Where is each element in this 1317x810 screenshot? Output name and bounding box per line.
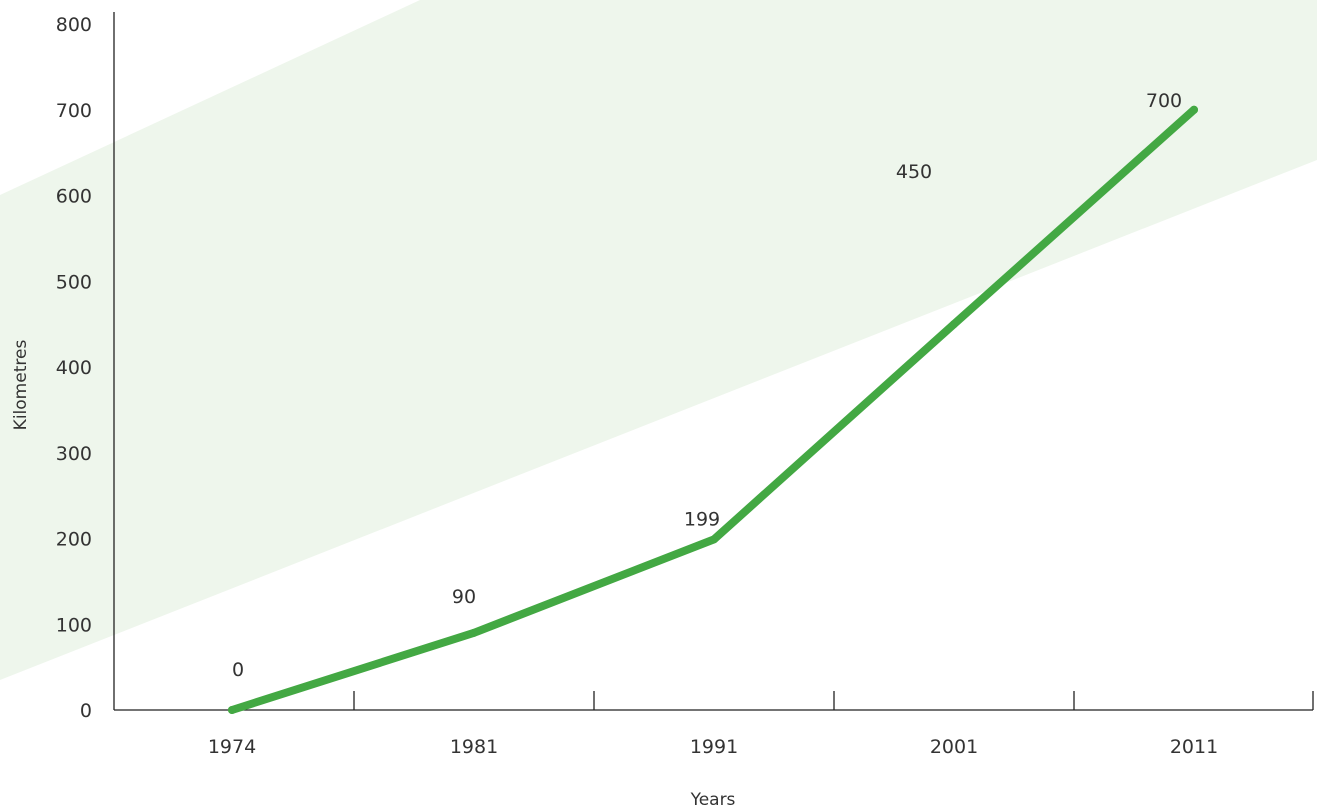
data-label: 90 [452,586,476,608]
y-tick-label: 800 [56,14,92,36]
y-tick-label: 200 [56,529,92,551]
x-tick-label: 1981 [450,736,498,758]
axes [113,12,1313,711]
data-point [710,535,718,544]
y-tick-label: 700 [56,100,92,122]
x-tick-label: 1991 [690,736,738,758]
data-label: 700 [1146,90,1182,112]
data-point [470,628,478,637]
data-point [228,706,236,714]
x-tick-labels: 1974 1981 1991 2001 2011 [208,736,1218,758]
data-label: 199 [684,508,720,530]
data-point [1190,105,1198,114]
y-tick-label: 300 [56,443,92,465]
x-tick-label: 2011 [1170,736,1218,758]
y-tick-label: 100 [56,614,92,636]
series-layer [228,105,1198,714]
x-axis-title: Years [690,790,736,810]
y-tick-labels: 0 100 200 300 400 500 600 700 800 [56,14,92,722]
data-label: 0 [232,659,244,681]
y-axis-title: Kilometres [11,340,31,431]
y-tick-label: 600 [56,186,92,208]
y-tick-label: 0 [80,700,92,722]
data-label: 450 [896,161,932,183]
y-tick-label: 400 [56,357,92,379]
x-tick-label: 1974 [208,736,256,758]
background-band [0,0,1317,680]
data-point [950,320,958,329]
data-labels: 0 90 199 450 700 [232,90,1182,681]
x-ticks [353,691,1314,710]
x-tick-label: 2001 [930,736,978,758]
y-tick-label: 500 [56,271,92,293]
